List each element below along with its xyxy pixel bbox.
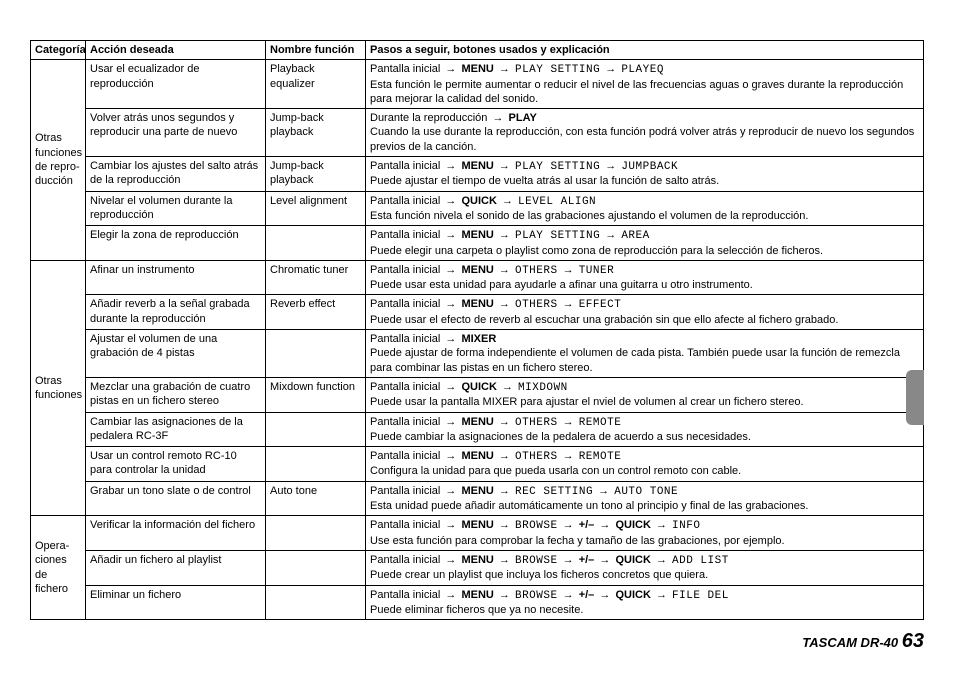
func-cell: Auto tone: [266, 481, 366, 516]
steps-cell: Pantalla inicial → MENU → OTHERS → REMOT…: [366, 412, 924, 447]
steps-cell: Pantalla inicial → MENU → PLAY SETTING →…: [366, 226, 924, 261]
page-footer: TASCAM DR-40 63: [30, 630, 924, 653]
header-steps: Pasos a seguir, botones usados y explica…: [366, 41, 924, 60]
category-cell: Otras funciones: [31, 260, 86, 515]
func-cell: [266, 412, 366, 447]
steps-cell: Pantalla inicial → MENU → OTHERS → EFFEC…: [366, 295, 924, 330]
func-cell: [266, 447, 366, 482]
func-cell: [266, 516, 366, 551]
action-cell: Cambiar las asignaciones de la pedalera …: [86, 412, 266, 447]
action-cell: Añadir un fichero al playlist: [86, 550, 266, 585]
action-cell: Ajustar el volumen de una grabación de 4…: [86, 330, 266, 378]
func-cell: Mixdown function: [266, 377, 366, 412]
steps-cell: Pantalla inicial → MENU → BROWSE → +/– →…: [366, 550, 924, 585]
action-cell: Usar el ecualizador de reproducción: [86, 60, 266, 109]
action-cell: Volver atrás unos segundos y reproducir …: [86, 109, 266, 157]
action-cell: Afinar un instrumento: [86, 260, 266, 295]
action-cell: Mezclar una grabación de cuatro pistas e…: [86, 377, 266, 412]
func-cell: [266, 550, 366, 585]
func-cell: Jump-back playback: [266, 157, 366, 192]
func-cell: Playback equalizer: [266, 60, 366, 109]
steps-cell: Pantalla inicial → MENU → PLAY SETTING →…: [366, 60, 924, 109]
action-cell: Grabar un tono slate o de control: [86, 481, 266, 516]
steps-cell: Pantalla inicial → MENU → BROWSE → +/– →…: [366, 516, 924, 551]
header-function: Nombre función: [266, 41, 366, 60]
steps-cell: Pantalla inicial → MENU → BROWSE → +/– →…: [366, 585, 924, 620]
action-cell: Usar un control remoto RC-10 para contro…: [86, 447, 266, 482]
action-cell: Cambiar los ajustes del salto atrás de l…: [86, 157, 266, 192]
steps-cell: Pantalla inicial → MENU → OTHERS → TUNER…: [366, 260, 924, 295]
func-cell: Jump-back playback: [266, 109, 366, 157]
action-cell: Elegir la zona de reproducción: [86, 226, 266, 261]
action-cell: Eliminar un fichero: [86, 585, 266, 620]
category-cell: Otras funciones de repro-ducción: [31, 60, 86, 261]
func-cell: Reverb effect: [266, 295, 366, 330]
page-number: 63: [902, 630, 924, 652]
steps-cell: Pantalla inicial → QUICK → LEVEL ALIGN E…: [366, 191, 924, 226]
header-category: Categoría: [31, 41, 86, 60]
manual-table: Categoría Acción deseada Nombre función …: [30, 40, 924, 620]
header-action: Acción deseada: [86, 41, 266, 60]
func-cell: Chromatic tuner: [266, 260, 366, 295]
func-cell: Level alignment: [266, 191, 366, 226]
steps-cell: Pantalla inicial → QUICK → MIXDOWN Puede…: [366, 377, 924, 412]
steps-cell: Pantalla inicial → MIXER Puede ajustar d…: [366, 330, 924, 378]
action-cell: Verificar la información del fichero: [86, 516, 266, 551]
action-cell: Nivelar el volumen durante la reproducci…: [86, 191, 266, 226]
steps-cell: Pantalla inicial → MENU → PLAY SETTING →…: [366, 157, 924, 192]
footer-brand: TASCAM DR-40: [802, 635, 898, 650]
func-cell: [266, 585, 366, 620]
func-cell: [266, 330, 366, 378]
steps-cell: Pantalla inicial → MENU → REC SETTING → …: [366, 481, 924, 516]
func-cell: [266, 226, 366, 261]
side-tab-icon: [906, 370, 924, 425]
action-cell: Añadir reverb a la señal grabada durante…: [86, 295, 266, 330]
category-cell: Opera-ciones de fichero: [31, 516, 86, 620]
steps-cell: Durante la reproducción → PLAY Cuando la…: [366, 109, 924, 157]
steps-cell: Pantalla inicial → MENU → OTHERS → REMOT…: [366, 447, 924, 482]
